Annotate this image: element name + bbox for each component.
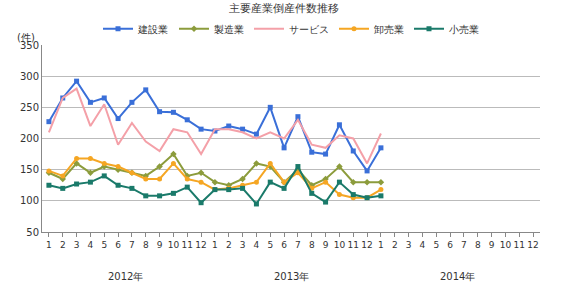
svg-text:6: 6 [447, 240, 453, 250]
svg-text:200: 200 [20, 133, 39, 144]
svg-text:9: 9 [157, 240, 163, 250]
svg-text:1: 1 [212, 240, 218, 250]
svg-text:1: 1 [46, 240, 52, 250]
svg-text:250: 250 [20, 102, 39, 113]
svg-text:3: 3 [74, 240, 80, 250]
svg-text:11: 11 [514, 240, 525, 250]
svg-text:150: 150 [20, 164, 39, 175]
svg-text:主要産業倒産件数推移: 主要産業倒産件数推移 [229, 2, 339, 15]
svg-text:11: 11 [348, 240, 359, 250]
svg-text:卸売業: 卸売業 [374, 24, 404, 35]
svg-text:5: 5 [101, 240, 107, 250]
svg-text:4: 4 [254, 240, 260, 250]
svg-text:7: 7 [461, 240, 467, 250]
svg-text:4: 4 [420, 240, 426, 250]
svg-text:建設業: 建設業 [137, 24, 168, 35]
svg-text:8: 8 [309, 240, 315, 250]
svg-text:2013年: 2013年 [274, 271, 309, 282]
svg-text:5: 5 [267, 240, 273, 250]
svg-text:2: 2 [226, 240, 232, 250]
svg-text:10: 10 [500, 240, 512, 250]
svg-text:3: 3 [406, 240, 412, 250]
svg-text:7: 7 [129, 240, 135, 250]
svg-text:1: 1 [378, 240, 384, 250]
svg-text:7: 7 [295, 240, 301, 250]
svg-text:10: 10 [168, 240, 180, 250]
svg-text:6: 6 [281, 240, 287, 250]
svg-text:100: 100 [20, 195, 39, 206]
svg-text:4: 4 [88, 240, 94, 250]
svg-text:(件): (件) [17, 32, 35, 43]
svg-text:2014年: 2014年 [440, 271, 475, 282]
svg-text:50: 50 [26, 227, 39, 238]
svg-text:3: 3 [240, 240, 246, 250]
svg-text:8: 8 [143, 240, 149, 250]
svg-text:8: 8 [475, 240, 481, 250]
svg-text:6: 6 [115, 240, 121, 250]
svg-text:サービス: サービス [289, 24, 329, 35]
svg-text:2: 2 [60, 240, 66, 250]
svg-text:12: 12 [527, 240, 538, 250]
svg-text:11: 11 [182, 240, 193, 250]
svg-text:9: 9 [323, 240, 329, 250]
svg-text:小売業: 小売業 [449, 24, 479, 35]
svg-text:製造業: 製造業 [214, 24, 244, 35]
svg-text:5: 5 [433, 240, 439, 250]
svg-text:9: 9 [489, 240, 495, 250]
svg-text:350: 350 [20, 40, 39, 51]
svg-text:2: 2 [392, 240, 398, 250]
svg-text:12: 12 [195, 240, 206, 250]
svg-text:300: 300 [20, 71, 39, 82]
svg-text:12: 12 [361, 240, 372, 250]
svg-text:2012年: 2012年 [108, 271, 143, 282]
svg-text:10: 10 [334, 240, 346, 250]
